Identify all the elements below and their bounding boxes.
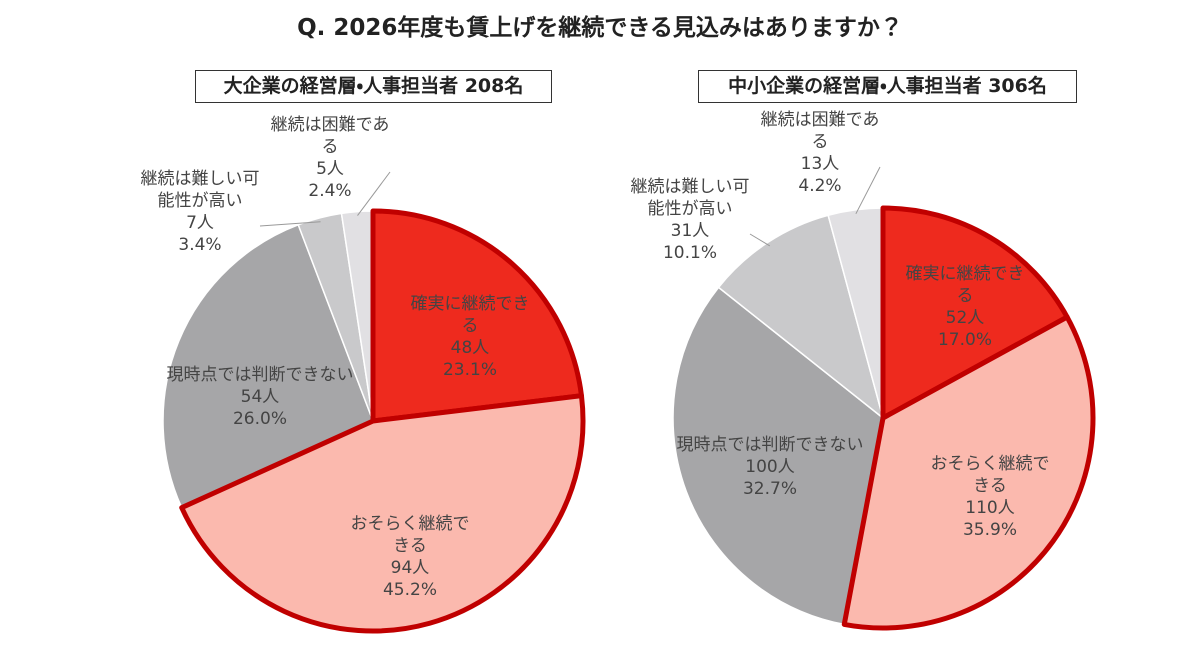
slice-label: 確実に継続できる 48人 23.1% bbox=[409, 293, 531, 381]
category-label: おそらく継続できる bbox=[350, 514, 470, 556]
pie-slice bbox=[880, 205, 1070, 421]
category-label: おそらく継続できる bbox=[930, 454, 1050, 496]
value-label: 32.7% bbox=[742, 479, 797, 499]
category-label: 継続は難しい可能性が高い bbox=[140, 169, 260, 211]
chart-subtitle: 大企業の経営層・人事担当者 208名 bbox=[195, 70, 552, 103]
leader-line bbox=[357, 171, 391, 216]
category-label: 継続は難しい可能性が高い bbox=[630, 177, 750, 219]
count-label: 31人 bbox=[670, 221, 710, 241]
chart-subtitle: 中小企業の経営層・人事担当者 306名 bbox=[698, 70, 1077, 103]
leader-line bbox=[749, 233, 771, 247]
category-label: 確実に継続できる bbox=[905, 264, 1025, 306]
category-label: 現時点では判断できない bbox=[166, 365, 354, 385]
category-label: 確実に継続できる bbox=[410, 294, 530, 336]
count-label: 5人 bbox=[316, 159, 344, 179]
slice-label: 現時点では判断できない 54人 26.0% bbox=[158, 364, 362, 430]
slice-label: 確実に継続できる 52人 17.0% bbox=[904, 263, 1026, 351]
value-label: 17.0% bbox=[937, 330, 993, 350]
count-label: 13人 bbox=[800, 154, 840, 174]
category-label: 現時点では判断できない bbox=[676, 435, 864, 455]
count-label: 52人 bbox=[945, 308, 985, 328]
value-label: 45.2% bbox=[382, 580, 438, 600]
page-title: Q. 2026年度も賃上げを継続できる見込みはありますか？ bbox=[297, 15, 903, 41]
count-label: 94人 bbox=[390, 558, 430, 578]
pie-slice bbox=[179, 393, 586, 634]
value-label: 23.1% bbox=[442, 360, 498, 380]
slice-label: 継続は難しい可能性が高い 7人 3.4% bbox=[139, 168, 261, 256]
value-label: 3.4% bbox=[178, 235, 222, 255]
pie-slice bbox=[841, 314, 1096, 631]
leader-line bbox=[259, 221, 321, 227]
value-label: 10.1% bbox=[662, 243, 718, 263]
slice-label: 現時点では判断できない 100人 32.7% bbox=[668, 434, 872, 500]
pie-slice bbox=[672, 286, 884, 626]
count-label: 110人 bbox=[965, 498, 1015, 518]
slice-label: おそらく継続できる 94人 45.2% bbox=[349, 513, 471, 601]
value-label: 26.0% bbox=[232, 409, 287, 429]
count-label: 48人 bbox=[450, 338, 490, 358]
slice-label: 継続は困難である 5人 2.4% bbox=[269, 114, 391, 202]
count-label: 100人 bbox=[745, 457, 795, 477]
category-label: 継続は困難である bbox=[270, 115, 390, 157]
value-label: 2.4% bbox=[308, 181, 352, 201]
value-label: 4.2% bbox=[798, 176, 842, 196]
value-label: 35.9% bbox=[962, 520, 1018, 540]
pie-slice bbox=[162, 224, 374, 509]
slice-label: 継続は難しい可能性が高い 31人 10.1% bbox=[629, 176, 751, 264]
category-label: 継続は困難である bbox=[760, 110, 880, 152]
pie-slice bbox=[717, 214, 884, 419]
slice-label: 継続は困難である 13人 4.2% bbox=[759, 109, 881, 197]
slice-label: おそらく継続できる 110人 35.9% bbox=[929, 453, 1051, 541]
pie-slice bbox=[370, 208, 584, 424]
count-label: 7人 bbox=[186, 213, 214, 233]
count-label: 54人 bbox=[240, 387, 280, 407]
leader-line bbox=[855, 166, 881, 215]
